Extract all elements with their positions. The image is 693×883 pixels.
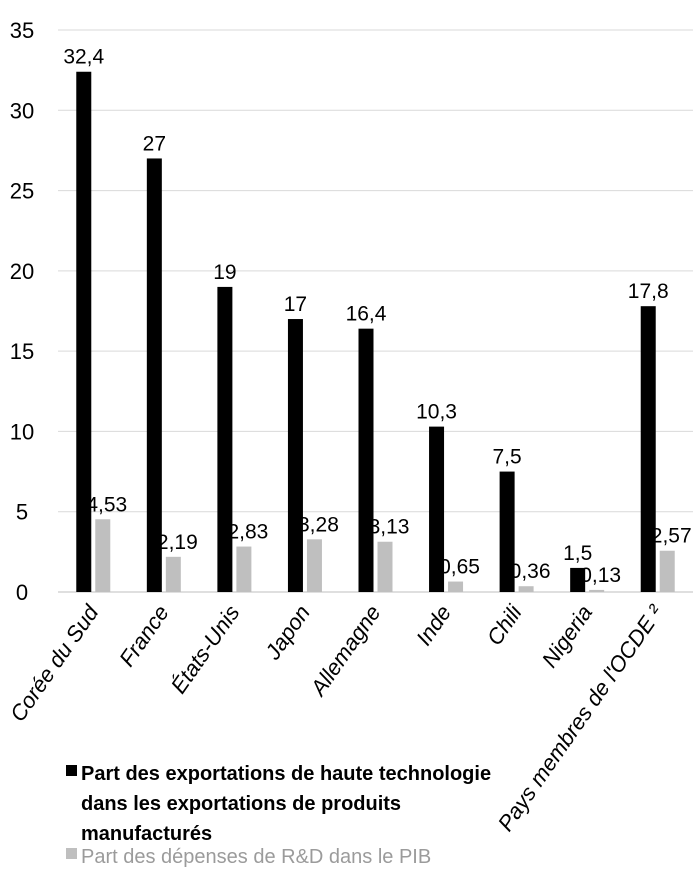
category-label-4: Allemagne [304, 601, 385, 702]
bar-rd-3 [306, 539, 322, 592]
data-label-exports-6: 7,5 [493, 446, 522, 469]
legend-item-exports: Part des exportations de haute technolog… [66, 759, 501, 849]
bar-exports-1 [146, 158, 162, 592]
bar-exports-5 [429, 426, 445, 592]
data-label-exports-3: 17 [284, 293, 307, 316]
bar-exports-0 [76, 71, 92, 592]
y-tick-label: 10 [10, 419, 34, 444]
bar-rd-7 [589, 589, 605, 592]
y-tick-label: 0 [16, 580, 28, 605]
bar-exports-4 [358, 328, 374, 592]
data-label-exports-5: 10,3 [416, 401, 457, 424]
bar-rd-4 [377, 541, 393, 592]
bar-exports-7 [570, 567, 586, 592]
legend-label-exports: Part des exportations de haute technolog… [81, 763, 492, 845]
data-label-rd-7: 0,13 [580, 564, 621, 587]
legend-swatch-exports [66, 765, 77, 776]
legend-item-rd: Part des dépenses de R&D dans le PIB [66, 842, 501, 872]
category-label-7: Nigeria [537, 601, 597, 672]
data-label-exports-0: 32,4 [63, 46, 104, 69]
y-tick-label: 5 [16, 500, 28, 525]
data-labels: 32,4 4,53 27 2,19 19 2,83 17 3,28 16,4 3,13 10,3 0,… [63, 46, 691, 587]
data-label-exports-2: 19 [213, 261, 236, 284]
data-label-exports-4: 16,4 [346, 303, 387, 326]
bar-exports-2 [217, 286, 233, 592]
bar-exports-3 [287, 319, 303, 592]
category-label-0: Corée du Sud [5, 600, 104, 726]
data-label-rd-6: 0,36 [510, 560, 551, 583]
data-label-exports-1: 27 [143, 132, 166, 155]
bars [76, 71, 675, 592]
y-tick-label: 30 [10, 98, 34, 123]
data-label-rd-8: 2,57 [651, 525, 692, 548]
bar-rd-8 [659, 550, 675, 592]
data-label-rd-2: 2,83 [227, 521, 268, 544]
data-label-rd-3: 3,28 [298, 513, 339, 536]
y-tick-label: 35 [10, 18, 34, 43]
legend-label-rd: Part des dépenses de R&D dans le PIB [81, 846, 432, 868]
category-label-6: Chili [482, 600, 528, 650]
bar-exports-6 [499, 471, 515, 592]
data-label-rd-4: 3,13 [369, 516, 410, 539]
data-label-rd-5: 0,65 [439, 556, 480, 579]
legend-swatch-rd [66, 848, 77, 859]
y-tick-label: 15 [10, 339, 34, 364]
category-label-1: France [114, 601, 174, 671]
bar-rd-5 [448, 581, 464, 592]
bar-exports-8 [640, 306, 656, 592]
bar-rd-1 [165, 556, 181, 592]
data-label-exports-7: 1,5 [563, 542, 592, 565]
data-label-rd-1: 2,19 [157, 531, 198, 554]
y-axis-ticks: 0 5 10 15 20 25 30 35 [10, 18, 34, 605]
data-label-exports-8: 17,8 [628, 280, 669, 303]
category-label-3: Japon [260, 601, 315, 665]
category-label-2: États-Unis [166, 601, 245, 698]
y-tick-label: 20 [10, 259, 34, 284]
y-tick-label: 25 [10, 179, 34, 204]
bar-rd-0 [95, 519, 111, 592]
gridlines [58, 29, 693, 593]
category-label-5: Inde [411, 601, 456, 650]
bar-rd-2 [236, 546, 252, 592]
data-label-rd-0: 4,53 [86, 493, 127, 516]
bar-rd-6 [518, 586, 534, 592]
